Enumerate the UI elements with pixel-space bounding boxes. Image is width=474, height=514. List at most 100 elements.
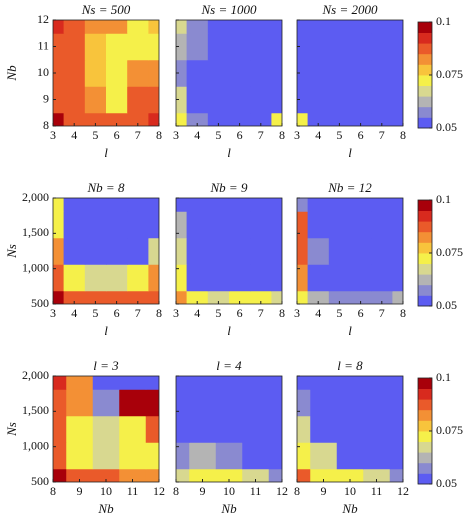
contour-cell [350, 290, 372, 304]
colorbar-level [418, 53, 432, 65]
contour-cell [297, 442, 311, 470]
y-axis-label: Nb [4, 65, 19, 82]
contour-cell [53, 468, 67, 482]
contour-cell [106, 59, 128, 87]
contour-cell [148, 264, 159, 292]
contour-cell [186, 59, 209, 87]
y-tick-label: 1,000 [22, 260, 49, 274]
contour-cell [371, 290, 393, 304]
colorbar-level [418, 200, 432, 211]
contour-cell [297, 389, 311, 417]
contour-cell [392, 211, 403, 239]
contour-cell [53, 442, 67, 470]
contour-cell [268, 468, 282, 482]
contour-cell [207, 211, 230, 239]
contour-cell [363, 389, 391, 417]
contour-cell [242, 376, 270, 390]
contour-cell [350, 198, 372, 212]
x-tick-label: 11 [127, 484, 139, 498]
contour-cell [127, 237, 149, 265]
contour-cell [297, 237, 309, 265]
y-tick-label: 11 [37, 38, 49, 52]
colorbar-level [418, 43, 432, 55]
contour-cell [310, 415, 338, 443]
contour-cell [307, 86, 330, 114]
x-axis-label: l [104, 323, 108, 338]
contour-cell [328, 211, 351, 239]
contour-cell [176, 237, 188, 265]
contour-cell [297, 290, 309, 304]
colorbar-level [418, 295, 432, 307]
contour-cell [106, 86, 128, 114]
contour-cell [63, 112, 86, 126]
contour-cell [63, 86, 86, 114]
contour-cell [297, 112, 309, 126]
contour-cell [186, 20, 209, 34]
contour-cell [268, 415, 282, 443]
x-tick-label: 8 [400, 128, 406, 142]
contour-cell [106, 198, 128, 212]
colorbar-level [418, 106, 432, 118]
x-axis-label: Nb [341, 501, 358, 514]
colorbar-tick-label: 0.1 [436, 192, 451, 206]
contour-cell [63, 237, 86, 265]
x-tick-label: 4 [194, 128, 200, 142]
y-tick-label: 2,000 [22, 368, 49, 382]
contour-cell [53, 59, 65, 87]
contour-cell [328, 237, 351, 265]
contour-cell [148, 198, 159, 212]
contour-cell [84, 198, 107, 212]
x-tick-label: 6 [358, 306, 364, 320]
colorbar-level [418, 409, 432, 421]
contour-cell [176, 20, 188, 34]
contour-cell [145, 442, 159, 470]
x-tick-label: 9 [200, 484, 206, 498]
contour-cell [207, 86, 230, 114]
y-tick-label: 9 [43, 91, 49, 105]
contour-cell [189, 415, 217, 443]
contour-cell [297, 468, 311, 482]
contour-cell [336, 415, 364, 443]
x-axis-label: l [227, 145, 231, 160]
contour-cell [127, 264, 149, 292]
contour-plot [53, 198, 159, 304]
colorbar-level [418, 431, 432, 442]
colorbar-tick-label: 0.1 [436, 370, 451, 384]
contour-cell [186, 198, 209, 212]
contour-cell [392, 59, 403, 87]
contour-cell [328, 20, 351, 34]
contour-cell [92, 442, 120, 470]
contour-cell [106, 264, 128, 292]
contour-cell [148, 112, 159, 126]
contour-cell [250, 112, 272, 126]
contour-cell [63, 59, 86, 87]
x-tick-label: 8 [279, 128, 285, 142]
contour-cell [297, 376, 311, 390]
contour-cell [84, 59, 107, 87]
contour-plot [53, 376, 159, 482]
contour-cell [268, 389, 282, 417]
panel-title: Nb = 9 [210, 180, 248, 195]
contour-cell [328, 33, 351, 61]
contour-cell [229, 237, 251, 265]
contour-cell [106, 211, 128, 239]
contour-cell [176, 389, 190, 417]
x-tick-label: 6 [237, 306, 243, 320]
x-tick-label: 10 [100, 484, 112, 498]
x-tick-label: 4 [71, 128, 77, 142]
contour-cell [250, 290, 272, 304]
contour-cell [106, 290, 128, 304]
contour-cell [271, 20, 282, 34]
plot-frame [175, 197, 283, 305]
contour-cell [229, 290, 251, 304]
colorbar-level [418, 378, 432, 389]
x-tick-label: 7 [135, 306, 141, 320]
contour-cell [307, 290, 330, 304]
contour-cell [350, 237, 372, 265]
contour-cell [297, 59, 309, 87]
contour-cell [119, 389, 147, 417]
contour-cell [145, 389, 159, 417]
contour-cell [92, 415, 120, 443]
contour-cell [328, 86, 351, 114]
